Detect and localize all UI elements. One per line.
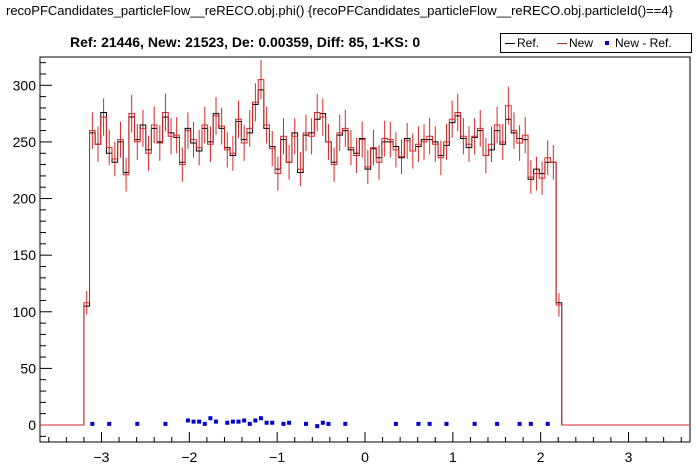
y-tick-label: 50: [20, 360, 36, 376]
diff-marker: [281, 421, 286, 426]
comparison-stats: Ref: 21446, New: 21523, De: 0.00359, Dif…: [70, 34, 421, 50]
legend-label-new: New: [569, 36, 594, 50]
x-tick-label: −2: [181, 449, 197, 465]
new-histogram-line: [40, 79, 690, 426]
diff-marker: [163, 421, 168, 426]
diff-marker: [270, 420, 275, 425]
diff-marker: [185, 418, 190, 423]
diff-marker: [230, 419, 235, 424]
diff-marker: [107, 421, 112, 426]
diff-marker: [416, 421, 421, 426]
x-tick-label: 0: [361, 449, 369, 465]
x-tick-label: 1: [449, 449, 457, 465]
diff-marker: [191, 419, 196, 424]
diff-marker: [135, 421, 140, 426]
plot-title: recoPFCandidates_particleFlow__reRECO.ob…: [6, 3, 673, 18]
diff-marker: [427, 421, 432, 426]
diff-marker: [528, 421, 533, 426]
diff-marker: [225, 420, 230, 425]
legend-entry-diff: New - Ref.: [601, 36, 672, 50]
diff-marker: [393, 421, 398, 426]
diff-marker: [208, 416, 213, 421]
x-tick-label: −3: [94, 449, 110, 465]
diff-marker: [303, 421, 308, 426]
diff-marker: [343, 421, 348, 426]
y-tick-label: 150: [13, 247, 37, 263]
legend-label-ref: Ref.: [517, 36, 540, 50]
diff-marker: [326, 421, 331, 426]
y-tick-label: 200: [13, 191, 37, 207]
diff-marker: [214, 419, 219, 424]
y-tick-label: 0: [28, 417, 36, 433]
plot-frame: [39, 56, 691, 443]
diff-marker: [90, 421, 95, 426]
x-tick-label: −1: [269, 449, 285, 465]
diff-marker: [197, 419, 202, 424]
diff-marker: [259, 416, 263, 421]
y-tick-label: 300: [13, 77, 37, 93]
diff-marker: [236, 419, 241, 424]
diff-marker: [247, 421, 252, 426]
legend-diff-marker-icon: [605, 41, 609, 45]
legend-entry-ref: Ref.: [505, 36, 539, 50]
y-tick-label: 250: [13, 134, 37, 150]
legend-new-line-icon: [557, 42, 567, 44]
legend: Ref. New New - Ref.: [500, 33, 692, 53]
legend-ref-line-icon: [505, 42, 515, 44]
diff-marker: [242, 418, 247, 423]
diff-marker: [202, 421, 207, 426]
diff-marker: [545, 421, 550, 426]
diff-marker: [320, 420, 325, 425]
x-tick-label: 3: [625, 449, 633, 465]
legend-entry-new: New: [557, 36, 593, 50]
legend-label-diff: New - Ref.: [615, 36, 672, 50]
x-tick-label: 2: [537, 449, 545, 465]
diff-marker: [444, 421, 449, 426]
diff-marker: [315, 424, 320, 429]
diff-marker: [287, 420, 292, 425]
diff-marker: [472, 421, 477, 426]
diff-marker: [264, 420, 269, 425]
diff-marker: [253, 418, 258, 423]
diff-marker: [495, 421, 500, 426]
y-tick-label: 100: [13, 304, 37, 320]
diff-marker: [517, 421, 522, 426]
